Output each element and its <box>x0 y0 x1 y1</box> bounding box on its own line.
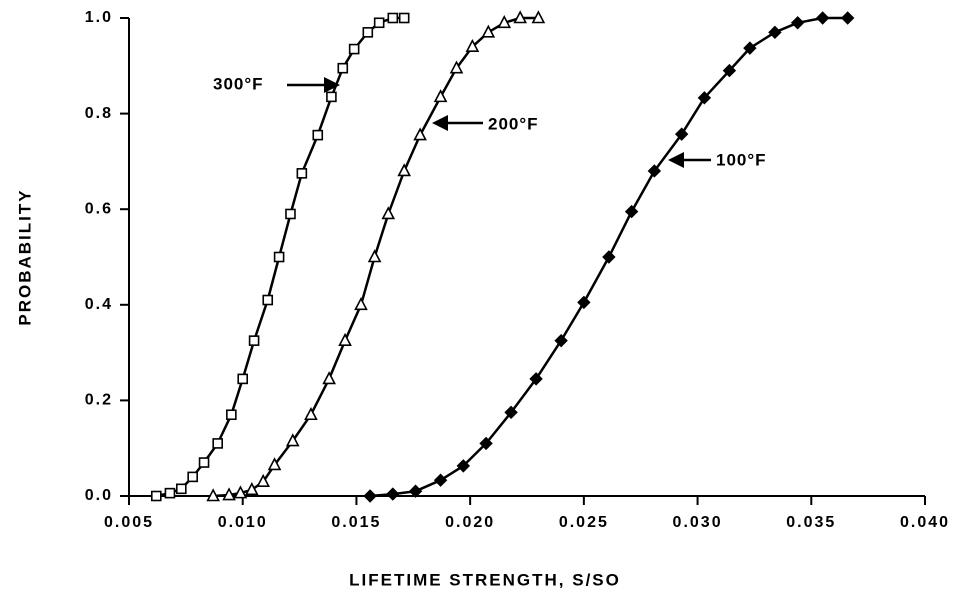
x-tick-label: 0.015 <box>331 514 381 531</box>
data-point <box>387 12 399 24</box>
data-point <box>624 204 639 219</box>
data-point <box>248 335 260 346</box>
data-point <box>362 27 374 38</box>
data-point <box>479 436 493 451</box>
data-point <box>348 43 360 55</box>
data-point <box>531 10 546 24</box>
annotation-arrowhead <box>432 115 448 131</box>
data-point <box>373 17 385 29</box>
x-tick-label: 0.020 <box>445 514 495 531</box>
data-point <box>338 332 352 346</box>
data-point <box>504 405 518 420</box>
data-point <box>337 62 349 74</box>
x-tick-label: 0.035 <box>786 514 836 531</box>
data-point <box>267 457 282 471</box>
data-point <box>481 24 496 38</box>
data-point <box>285 433 300 447</box>
x-tick-label: 0.005 <box>104 514 154 531</box>
data-point <box>212 438 223 449</box>
y-tick-label: 0.2 <box>85 392 113 409</box>
data-point <box>433 473 448 487</box>
data-point <box>326 91 337 103</box>
data-point <box>697 91 712 105</box>
data-point <box>722 63 737 78</box>
data-point <box>304 407 318 421</box>
data-point <box>413 127 427 141</box>
y-axis-title: PROBABILITY <box>15 188 34 325</box>
data-point <box>743 41 757 55</box>
data-point <box>312 129 324 141</box>
data-point <box>433 89 448 103</box>
x-axis-title: LIFETIME STRENGTH, S/SO <box>349 570 621 589</box>
data-point <box>647 164 662 178</box>
data-point <box>273 251 285 263</box>
data-point <box>354 297 368 311</box>
data-point <box>262 294 274 306</box>
data-point <box>497 15 512 29</box>
data-point <box>449 60 464 74</box>
x-tick-label: 0.040 <box>900 514 950 531</box>
data-point <box>529 372 543 386</box>
x-tick-label: 0.030 <box>673 514 723 531</box>
annotation-arrowhead <box>324 77 340 93</box>
data-point <box>237 373 249 385</box>
data-point <box>367 249 382 263</box>
series-label: 300°F <box>213 74 264 93</box>
data-point <box>285 208 296 220</box>
data-point <box>322 371 336 385</box>
y-tick-label: 0.0 <box>85 487 113 504</box>
data-point <box>386 487 400 501</box>
x-tick-label: 0.010 <box>218 514 268 531</box>
y-tick-label: 0.8 <box>85 105 113 122</box>
data-point <box>465 38 480 52</box>
data-point <box>176 483 187 495</box>
data-point <box>164 487 176 499</box>
data-point <box>233 485 248 499</box>
data-point <box>674 127 689 141</box>
data-point <box>256 473 271 487</box>
data-point <box>790 16 805 30</box>
data-point <box>244 482 259 496</box>
data-point <box>296 168 308 179</box>
data-point <box>513 10 527 24</box>
x-tick-label: 0.025 <box>559 514 609 531</box>
data-point <box>456 459 471 473</box>
data-point <box>198 457 210 468</box>
y-tick-label: 0.4 <box>85 296 113 313</box>
data-point <box>398 12 410 24</box>
data-point <box>363 489 377 503</box>
data-point <box>408 484 423 498</box>
series-label: 200°F <box>488 114 539 133</box>
data-point <box>602 250 616 264</box>
y-tick-label: 0.6 <box>85 200 113 217</box>
data-point <box>768 25 782 40</box>
data-point <box>222 487 236 501</box>
data-point <box>815 11 830 25</box>
data-point <box>150 490 162 502</box>
data-point <box>554 333 568 348</box>
annotation-arrowhead <box>668 152 684 168</box>
data-point <box>381 206 396 220</box>
series-label: 100°F <box>716 150 767 169</box>
data-point <box>840 11 855 25</box>
data-point <box>206 488 220 502</box>
data-point <box>577 295 591 310</box>
y-tick-label: 1.0 <box>85 9 113 26</box>
data-point <box>226 409 237 421</box>
data-point <box>187 471 198 483</box>
data-point <box>397 163 412 177</box>
